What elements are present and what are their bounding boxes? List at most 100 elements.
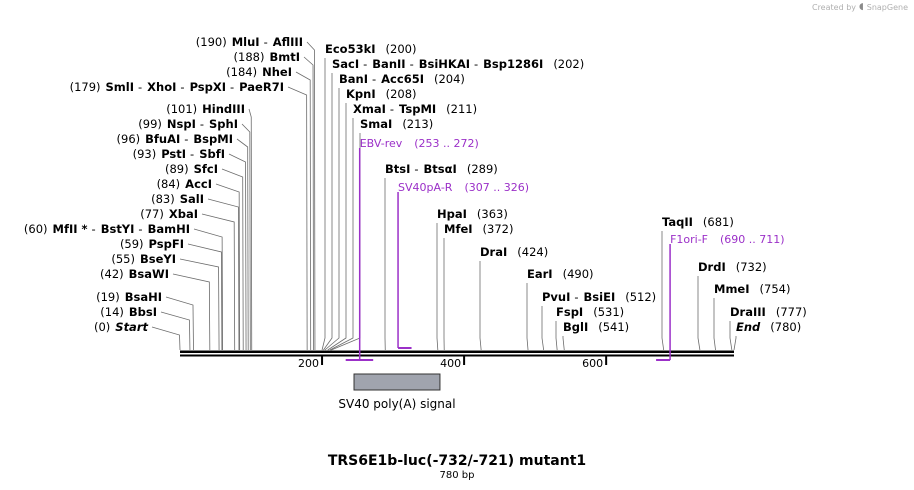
site-label[interactable]: (190) MluI - AflIII <box>196 35 303 49</box>
site-label[interactable]: (89) SfcI <box>165 162 218 176</box>
site-label[interactable]: (184) NheI <box>226 65 292 79</box>
site-leader-line <box>160 311 191 351</box>
site-label[interactable]: BanI - Acc65I (204) <box>339 72 465 86</box>
enzyme-name: HindIII <box>202 102 245 116</box>
site-position: (184) <box>226 65 257 79</box>
site-leader-line <box>661 231 665 351</box>
site-label[interactable]: PvuI - BsiEI (512) <box>542 290 656 304</box>
site-leader-line <box>327 103 347 351</box>
site-label[interactable]: MmeI (754) <box>714 282 790 296</box>
site-label[interactable]: End (780) <box>736 320 801 334</box>
site-label[interactable]: SmaI (213) <box>360 117 433 131</box>
enzyme-name: BsiHKAI <box>419 57 470 71</box>
site-leader-line <box>479 261 482 351</box>
site-label[interactable]: SacI - BanII - BsiHKAI - Bsp1286I (202) <box>332 57 584 71</box>
site-label[interactable]: HpaI (363) <box>437 207 508 221</box>
site-label[interactable]: BglI (541) <box>563 320 629 334</box>
site-separator: - <box>363 57 367 71</box>
enzyme-name: BtsαI <box>424 162 457 176</box>
site-position: (681) <box>703 215 734 229</box>
site-position: (179) <box>70 80 101 94</box>
enzyme-name: TspMI <box>399 102 436 116</box>
enzyme-name: PspXI <box>190 80 226 94</box>
site-label[interactable]: Eco53kI (200) <box>325 42 416 56</box>
enzyme-name: TaqII <box>662 215 693 229</box>
site-label[interactable]: DraIII (777) <box>730 305 807 319</box>
enzyme-name: XmaI <box>353 102 386 116</box>
site-label[interactable]: FspI (531) <box>556 305 624 319</box>
enzyme-name: BsaHI <box>125 290 162 304</box>
site-label[interactable]: DrdI (732) <box>698 260 767 274</box>
enzyme-name: DrdI <box>698 260 726 274</box>
site-position: (202) <box>553 57 584 71</box>
site-label[interactable]: (99) NspI - SphI <box>138 117 238 131</box>
site-position: (424) <box>517 245 548 259</box>
site-label[interactable]: (59) PspFI <box>120 237 184 251</box>
site-label[interactable]: (84) AccI <box>157 177 212 191</box>
site-position: (512) <box>625 290 656 304</box>
site-label[interactable]: EarI (490) <box>527 267 594 281</box>
axis-tick-label: 600 <box>582 357 603 370</box>
feature-label: SV40 poly(A) signal <box>338 397 455 411</box>
site-label[interactable]: (77) XbaI <box>140 207 198 221</box>
site-position: (60) <box>24 222 48 236</box>
site-leader-line <box>165 296 194 351</box>
feature-box[interactable] <box>353 373 441 391</box>
site-position: (101) <box>166 102 197 116</box>
site-label[interactable]: KpnI (208) <box>346 87 417 101</box>
site-label[interactable]: DraI (424) <box>480 245 548 259</box>
site-label[interactable]: TaqII (681) <box>662 215 734 229</box>
site-label[interactable]: (14) BbsI <box>100 305 157 319</box>
plasmid-length: 780 bp <box>440 470 475 481</box>
site-position: (14) <box>100 305 124 319</box>
enzyme-name: EarI <box>527 267 553 281</box>
site-separator: - <box>138 80 142 94</box>
enzyme-name: BfuAI <box>145 132 180 146</box>
site-separator: - <box>138 222 142 236</box>
site-label[interactable]: BtsI - BtsαI (289) <box>385 162 498 176</box>
site-label[interactable]: (101) HindIII <box>166 102 245 116</box>
enzyme-name: SbfI <box>199 147 225 161</box>
site-label[interactable]: MfeI (372) <box>444 222 513 236</box>
site-separator: - <box>180 80 184 94</box>
site-position: (754) <box>760 282 791 296</box>
primer-name: F1ori-F <box>670 233 708 246</box>
primer-label[interactable]: SV40pA-R (307 .. 326) <box>398 181 529 194</box>
site-label[interactable]: (83) SalI <box>151 192 204 206</box>
site-label[interactable]: (188) BmtI <box>234 50 300 64</box>
enzyme-name: SmaI <box>360 117 392 131</box>
site-leader-line <box>295 71 312 351</box>
site-separator: - <box>200 117 204 131</box>
site-position: (213) <box>402 117 433 131</box>
site-label[interactable]: (0) Start <box>94 320 149 334</box>
enzyme-name: BsaWI <box>129 267 169 281</box>
site-position: (372) <box>483 222 514 236</box>
site-position: (93) <box>133 147 157 161</box>
primer-range: (253 .. 272) <box>414 137 479 150</box>
site-position: (83) <box>151 192 175 206</box>
primer-label[interactable]: EBV-rev (253 .. 272) <box>360 137 479 150</box>
site-separator: - <box>92 222 96 236</box>
site-label[interactable]: (179) SmlI - XhoI - PspXI - PaeR7I <box>70 80 284 94</box>
site-leader-line <box>287 86 308 351</box>
site-separator: - <box>574 290 578 304</box>
site-label[interactable]: (55) BseYI <box>111 252 176 266</box>
site-separator: - <box>390 102 394 116</box>
primer-label[interactable]: F1ori-F (690 .. 711) <box>670 233 785 246</box>
enzyme-name: MfII * <box>53 222 88 236</box>
enzyme-name: End <box>736 320 761 334</box>
enzyme-name: PvuI <box>542 290 570 304</box>
enzyme-name: BstYI <box>101 222 135 236</box>
site-label[interactable]: XmaI - TspMI (211) <box>353 102 477 116</box>
site-position: (531) <box>593 305 624 319</box>
site-leader-line <box>179 258 220 351</box>
site-leader-line <box>713 298 716 351</box>
site-label[interactable]: (19) BsaHI <box>96 290 162 304</box>
site-label[interactable]: (93) PstI - SbfI <box>133 147 225 161</box>
site-label[interactable]: (60) MfII * - BstYI - BamHI <box>24 222 190 236</box>
site-label[interactable]: (96) BfuAI - BspMI <box>117 132 233 146</box>
site-position: (200) <box>386 42 417 56</box>
site-separator: - <box>372 72 376 86</box>
site-label[interactable]: (42) BsaWI <box>100 267 169 281</box>
site-position: (211) <box>446 102 477 116</box>
